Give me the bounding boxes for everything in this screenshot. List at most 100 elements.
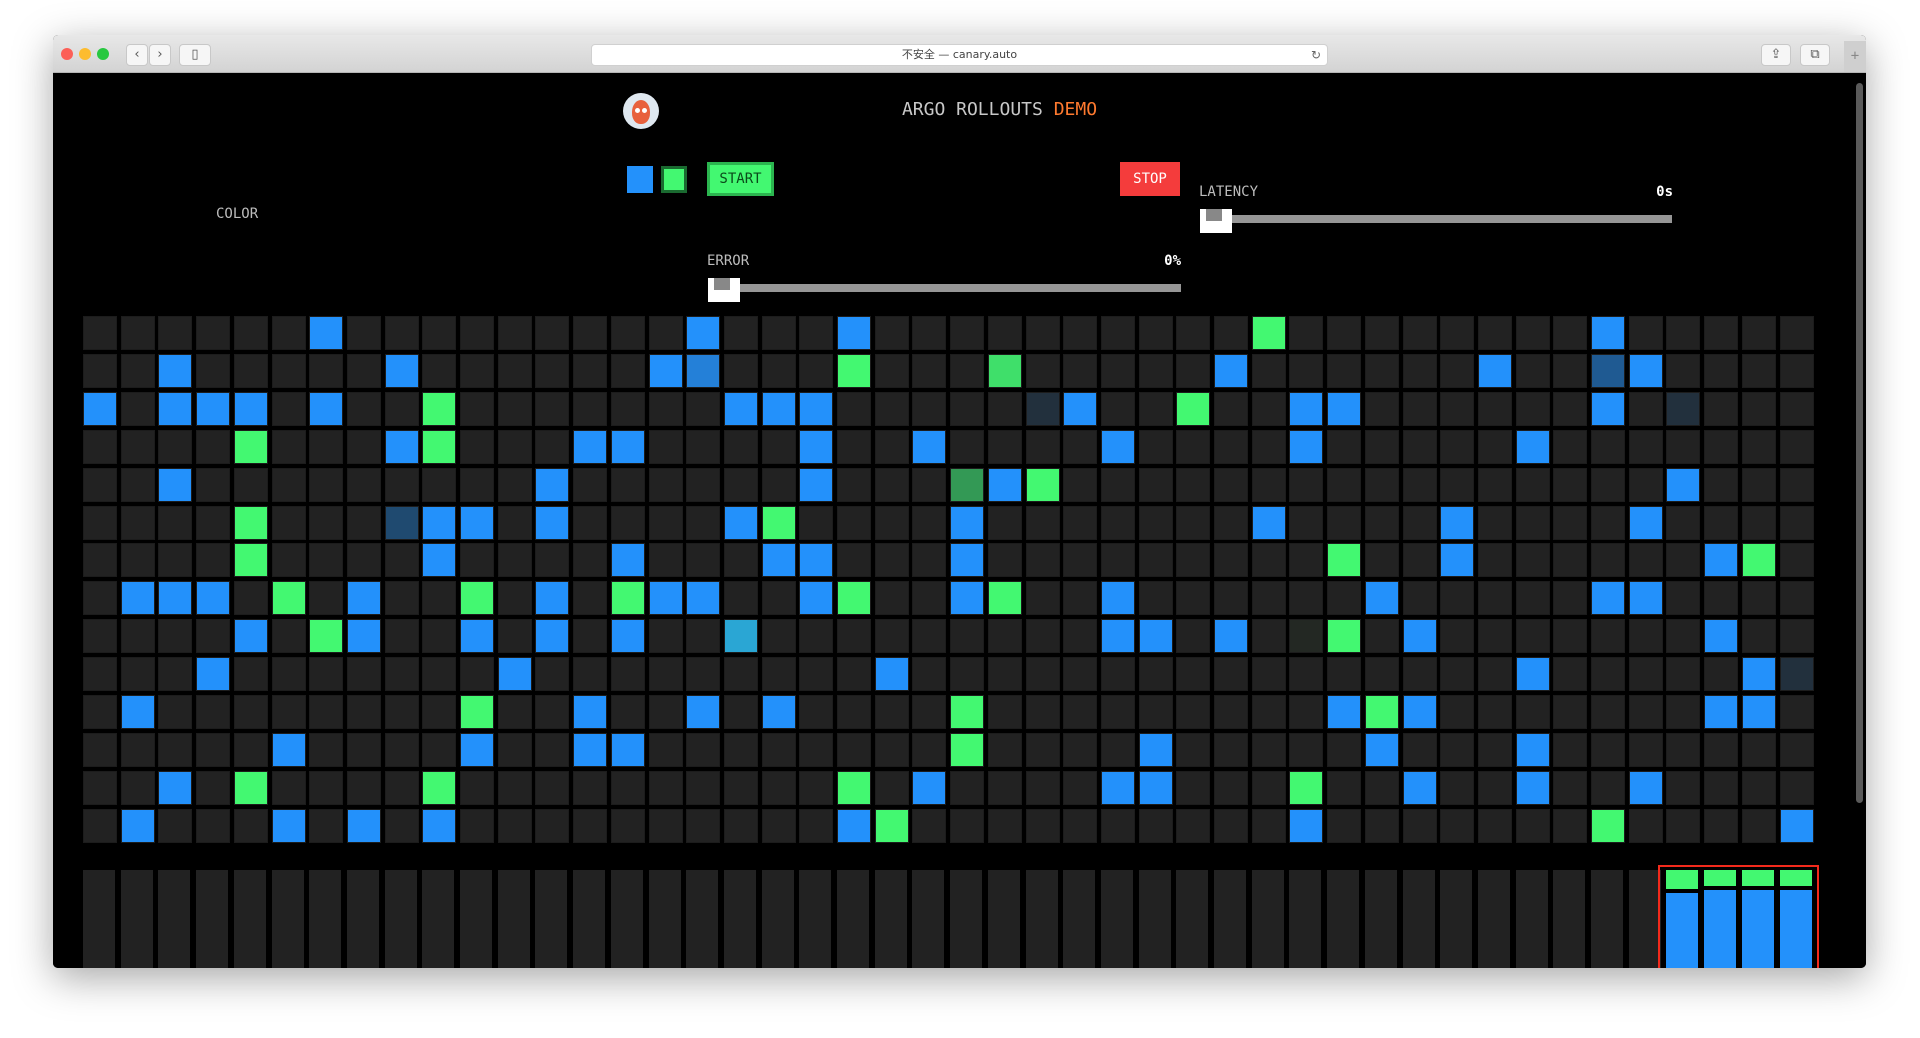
minimize-window-button[interactable] [79,48,91,60]
grid-cell-active [723,505,758,540]
grid-cell [1327,353,1362,388]
grid-cell [686,732,721,767]
grid-cell-active [271,581,306,616]
grid-cell [648,429,683,464]
grid-cell [1515,316,1550,350]
grid-cell [874,353,909,388]
history-bar-green-segment [1779,870,1812,886]
grid-cell [723,353,758,388]
grid-cell [1477,543,1512,578]
grid-cell [1440,808,1475,843]
grid-cell [723,695,758,729]
grid-cell [648,316,683,350]
grid-cell [497,505,532,540]
grid-cell [422,467,457,502]
grid-cell [1628,543,1663,578]
grid-cell [1327,429,1362,464]
grid-cell [497,619,532,654]
history-bar [648,870,681,968]
grid-cell-active [1628,770,1663,805]
grid-cell-active [1515,732,1550,767]
grid-cell [460,657,494,692]
grid-cell [573,353,608,388]
grid-cell [1176,619,1211,654]
scrollbar[interactable] [1856,83,1863,803]
grid-cell [1477,808,1512,843]
grid-cell [497,353,532,388]
grid-cell [573,657,608,692]
grid-cell [1402,657,1437,692]
grid-cell [346,467,381,502]
new-tab-button[interactable]: + [1844,41,1866,72]
address-bar[interactable]: 不安全 — canary.auto ↻ [591,44,1328,66]
grid-cell [648,505,683,540]
maximize-window-button[interactable] [97,48,109,60]
grid-cell [1515,808,1550,843]
grid-cell-active [233,505,268,540]
close-window-button[interactable] [61,48,73,60]
grid-cell [950,808,985,843]
grid-cell [1402,429,1437,464]
grid-cell [1666,316,1701,350]
chevron-left-icon[interactable]: ‹ [126,44,148,66]
grid-cell [1063,808,1098,843]
grid-cell [1025,695,1060,729]
history-bar [346,870,379,968]
grid-cell-active [1591,353,1625,388]
share-icon[interactable]: ⇪ [1761,44,1791,66]
grid-cell [83,429,117,464]
grid-cell [1327,467,1362,502]
grid-cell [1741,353,1776,388]
grid-cell [950,619,985,654]
grid-cell [610,770,645,805]
grid-cell [1364,353,1399,388]
grid-cell [1289,657,1324,692]
latency-slider-thumb[interactable] [1200,209,1232,233]
grid-cell [83,657,117,692]
grid-cell [309,353,344,388]
grid-cell [384,467,419,502]
grid-cell [1477,657,1512,692]
grid-cell-active [950,543,985,578]
error-slider-thumb[interactable] [708,278,740,302]
grid-cell [1138,505,1173,540]
error-slider-track[interactable] [708,284,1181,292]
grid-cell [1214,467,1248,502]
grid-cell [1666,353,1701,388]
grid-cell [233,808,268,843]
grid-cell [1477,695,1512,729]
reload-icon[interactable]: ↻ [1310,48,1321,62]
chevron-right-icon[interactable]: › [149,44,171,66]
grid-cell-active [1289,619,1324,654]
grid-cell-active [1440,505,1475,540]
grid-cell-active [1100,429,1135,464]
grid-cell [1591,619,1625,654]
grid-cell-active [837,770,871,805]
grid-cell [686,770,721,805]
grid-cell [120,657,155,692]
stop-button[interactable]: STOP [1120,162,1180,196]
grid-cell [309,581,344,616]
grid-cell [686,619,721,654]
tabs-icon[interactable]: ⧉ [1800,44,1830,66]
grid-cell [233,732,268,767]
grid-cell [1704,391,1739,426]
grid-cell-active [1063,391,1098,426]
sidebar-icon[interactable]: ▯ [179,44,211,66]
grid-cell [460,316,494,350]
grid-cell [384,543,419,578]
grid-cell [120,391,155,426]
page-content: ARGO ROLLOUTS DEMO COLOR START STOP LATE… [53,73,1866,968]
start-button[interactable]: START [707,162,774,196]
latency-slider-track[interactable] [1200,215,1672,223]
grid-cell [422,316,457,350]
grid-cell-active [573,429,608,464]
grid-cell [573,316,608,350]
history-bar [1741,870,1774,968]
grid-cell [158,657,193,692]
grid-cell [1440,770,1475,805]
grid-cell [912,543,947,578]
grid-cell-active [233,429,268,464]
grid-cell [1402,505,1437,540]
grid-cell [196,732,231,767]
